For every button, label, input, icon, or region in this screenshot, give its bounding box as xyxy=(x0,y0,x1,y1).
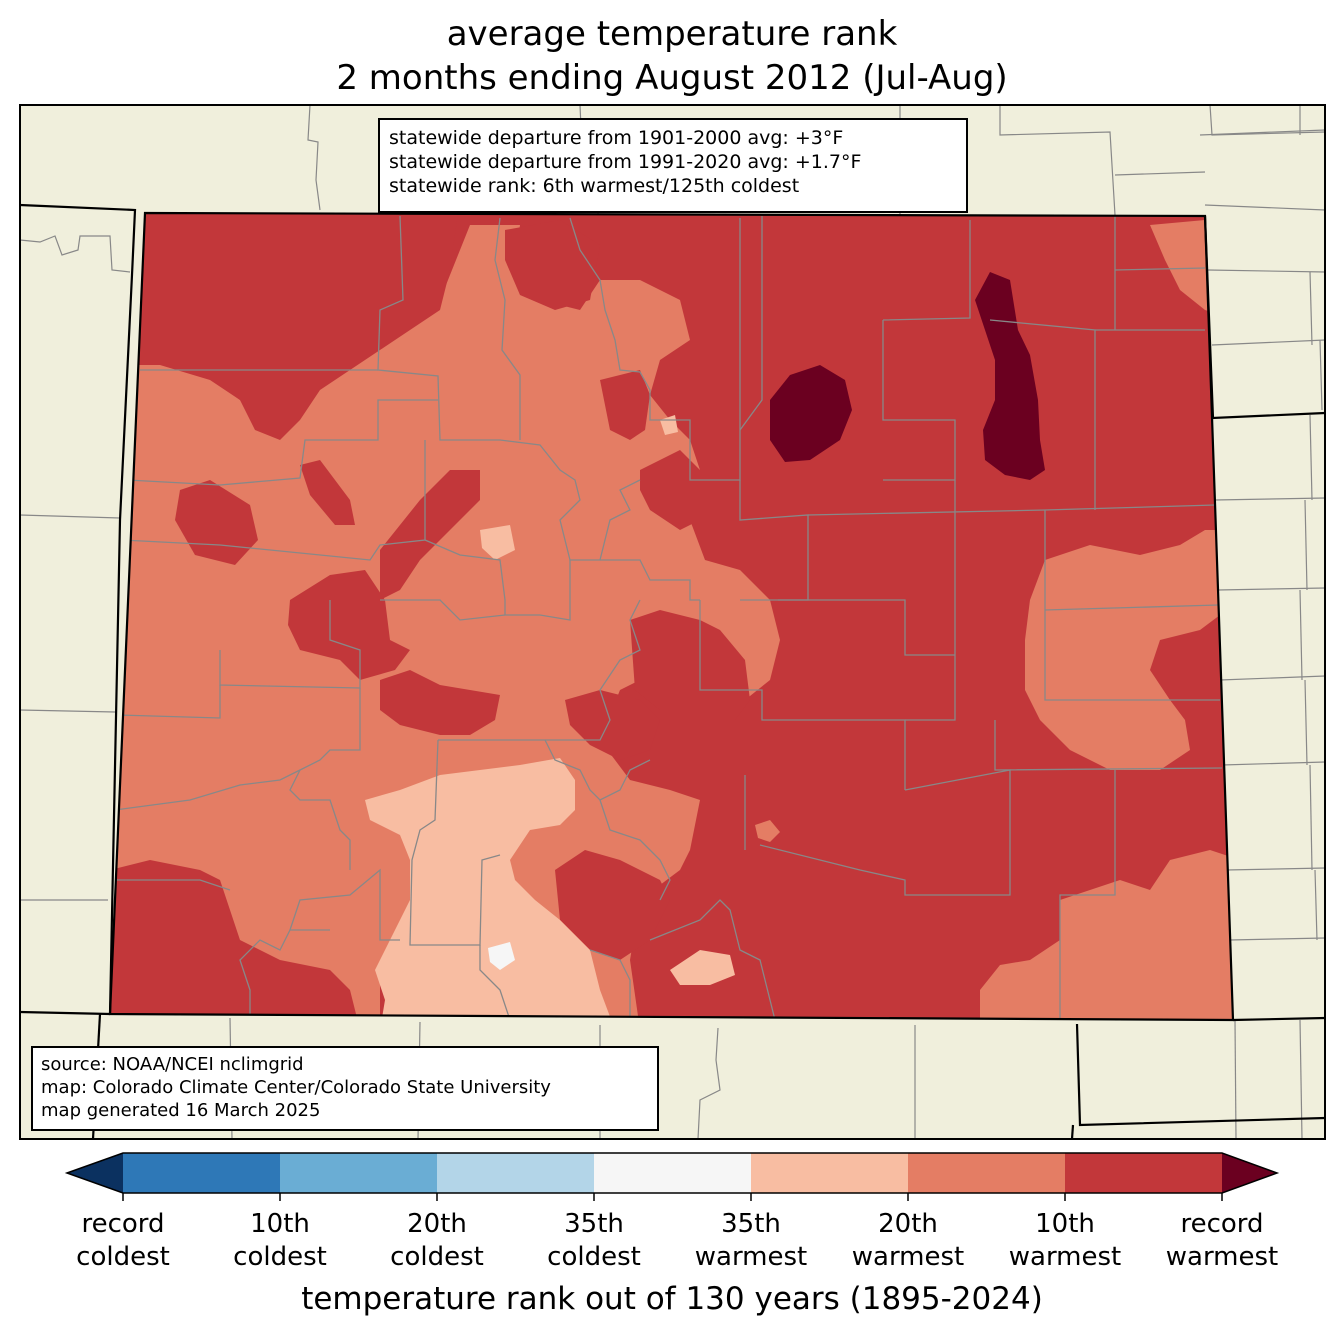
map-credit-line: map: Colorado Climate Center/Colorado St… xyxy=(41,1077,551,1098)
colorado-county-lines xyxy=(114,215,1223,1020)
colorbar-label-10th-coldest: 10th coldest xyxy=(233,1209,327,1272)
stats-departure-1901-2000: statewide departure from 1901-2000 avg: … xyxy=(389,127,844,149)
colorbar-ticks xyxy=(122,1193,1223,1201)
colorbar-segment xyxy=(280,1153,437,1193)
colorbar-label-20th-warmest: 20th warmest xyxy=(851,1209,965,1272)
map-frame xyxy=(19,104,1326,1140)
source-box: source: NOAA/NCEI nclimgrid map: Colorad… xyxy=(31,1046,659,1131)
colorbar-label-35th-warmest: 35th warmest xyxy=(694,1209,808,1272)
colorbar-label-20th-coldest: 20th coldest xyxy=(390,1209,484,1272)
map-title-line-1: average temperature rank xyxy=(446,14,898,54)
generated-date-line: map generated 16 March 2025 xyxy=(41,1100,321,1121)
stats-departure-1991-2020: statewide departure from 1991-2020 avg: … xyxy=(389,151,862,173)
colorbar-label-10th-warmest: 10th warmest xyxy=(1008,1209,1122,1272)
source-line: source: NOAA/NCEI nclimgrid xyxy=(41,1054,304,1075)
colorbar-arrow-warmest xyxy=(1222,1153,1277,1193)
colorbar-segment xyxy=(437,1153,594,1193)
colorbar-arrow-coldest xyxy=(67,1153,123,1193)
colorbar-label-record-warmest: record warmest xyxy=(1165,1209,1279,1272)
colorbar-segment xyxy=(751,1153,908,1193)
stats-statewide-rank: statewide rank: 6th warmest/125th coldes… xyxy=(389,175,800,197)
colorbar-label-35th-coldest: 35th coldest xyxy=(547,1209,641,1272)
colorbar-segment xyxy=(123,1153,280,1193)
colorbar-title: temperature rank out of 130 years (1895-… xyxy=(301,1281,1043,1317)
colorbar xyxy=(64,1152,1280,1201)
colorbar-segment xyxy=(908,1153,1065,1193)
colorbar-segment xyxy=(1065,1153,1222,1193)
map-title-line-2: 2 months ending August 2012 (Jul-Aug) xyxy=(336,58,1008,98)
colorbar-segment xyxy=(594,1153,751,1193)
colorbar-label-record-coldest: record coldest xyxy=(76,1209,170,1272)
statewide-stats-box: statewide departure from 1901-2000 avg: … xyxy=(378,118,968,213)
colorado-rank-fill xyxy=(110,213,1233,1020)
